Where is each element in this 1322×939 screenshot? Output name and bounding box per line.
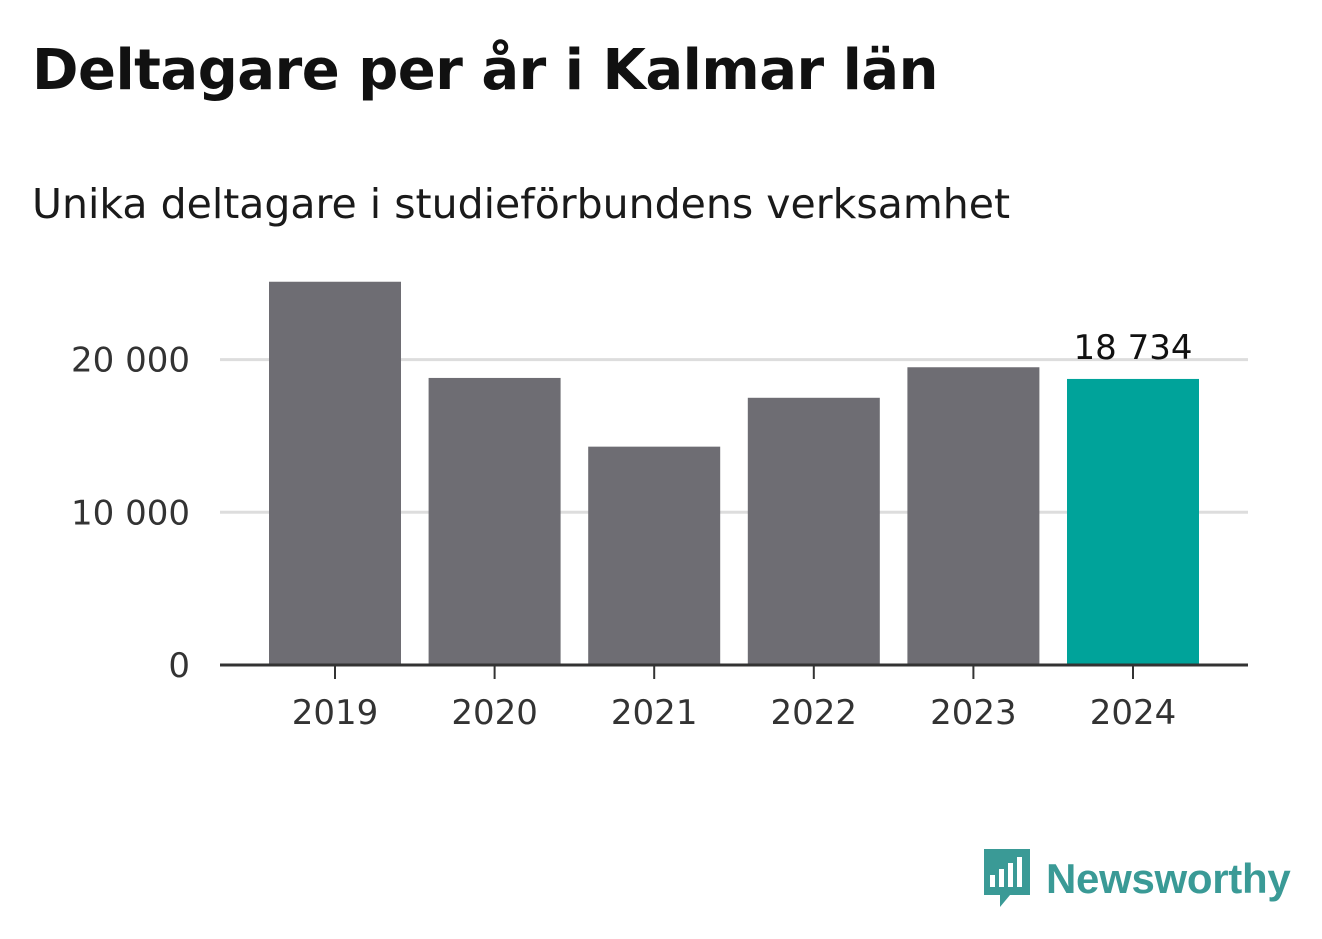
bar [269, 281, 401, 665]
chart-subtitle: Unika deltagare i studieförbundens verks… [32, 180, 1011, 228]
bar [907, 367, 1040, 665]
x-tick-label: 2024 [1090, 693, 1177, 733]
bar [747, 397, 880, 665]
newsworthy-logo-icon [984, 849, 1030, 907]
x-tick-label: 2021 [611, 693, 698, 733]
bar [428, 377, 561, 665]
brand-name: Newsworthy [1046, 855, 1291, 902]
data-label: 18 734 [1074, 328, 1193, 368]
y-tick-label: 0 [168, 646, 190, 686]
x-tick-label: 2019 [292, 693, 379, 733]
bar [588, 446, 721, 665]
bar [1067, 378, 1199, 665]
y-tick-label: 10 000 [71, 493, 190, 533]
x-tick-label: 2020 [451, 693, 538, 733]
chart-title: Deltagare per år i Kalmar län [32, 38, 938, 103]
brand-logo: Newsworthy [980, 846, 1291, 912]
x-tick-label: 2022 [771, 693, 858, 733]
x-tick-label: 2023 [930, 693, 1017, 733]
y-tick-label: 20 000 [71, 341, 190, 381]
